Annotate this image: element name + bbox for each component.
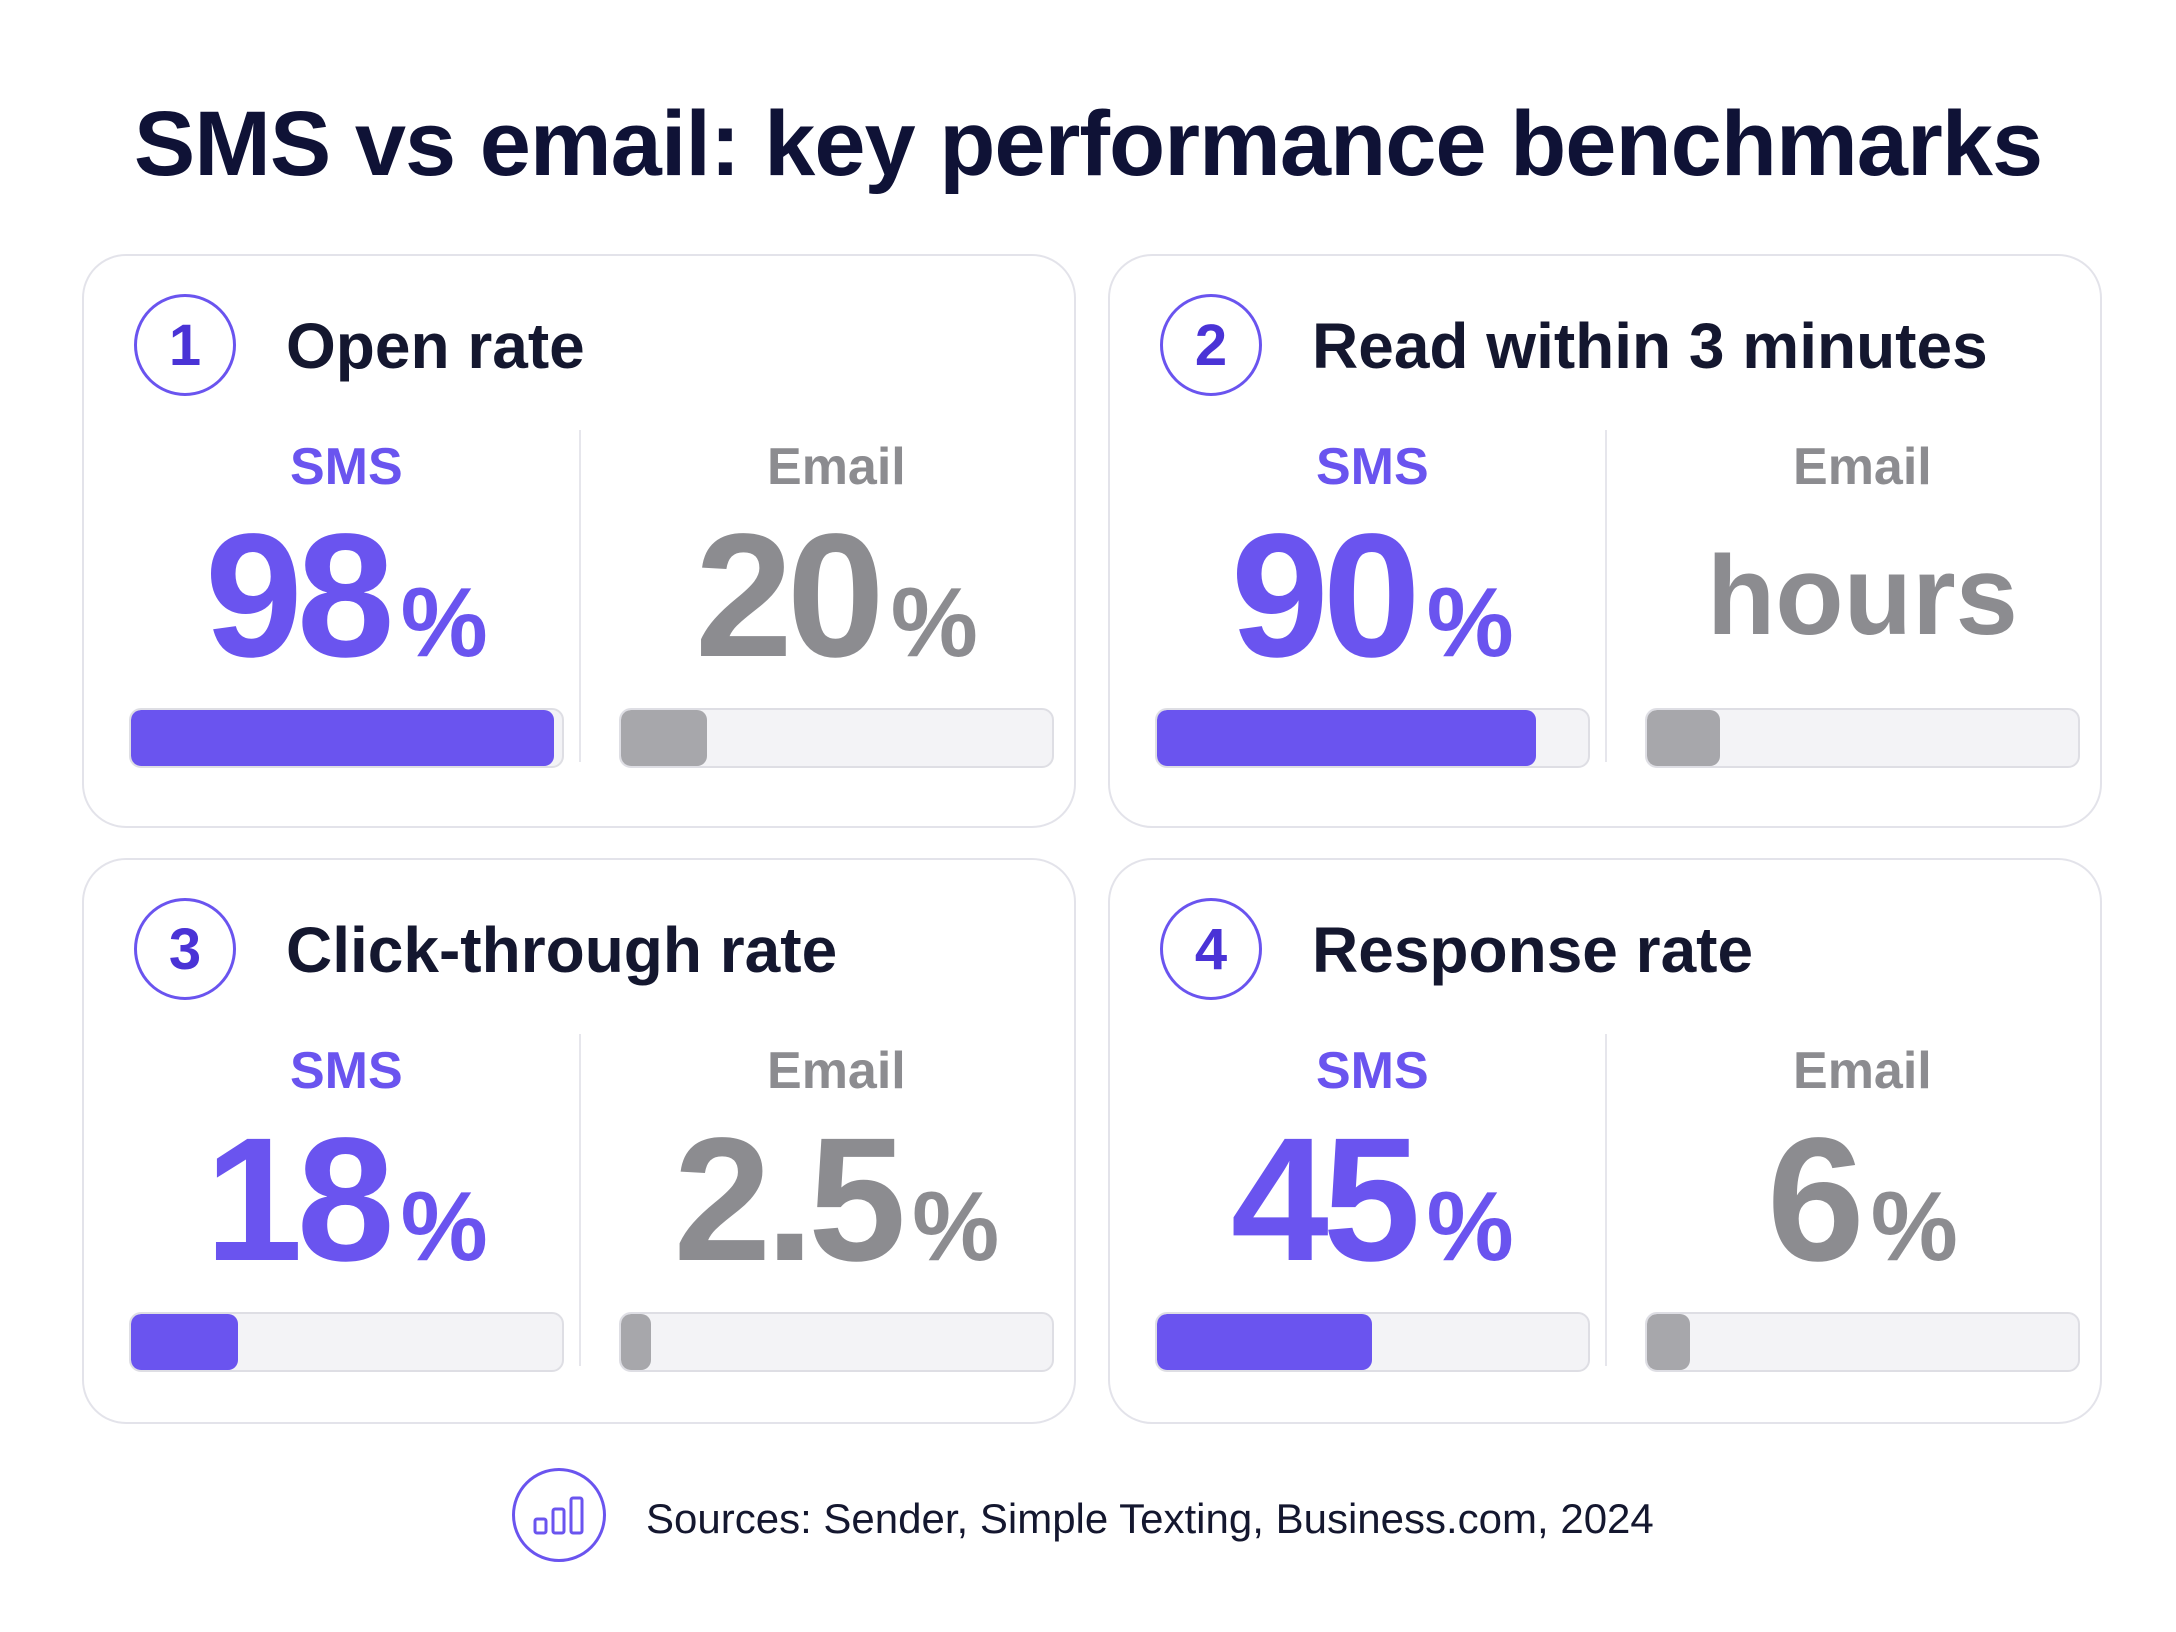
sms-label: SMS (1155, 436, 1591, 498)
email-value-number: 6 (1767, 1102, 1859, 1298)
email-value: 6% (1645, 1110, 2081, 1346)
column-divider (579, 430, 581, 762)
email-bar (621, 1314, 651, 1370)
sms-bar-track (129, 1312, 565, 1372)
sms-value: 98% (129, 506, 565, 742)
sms-bar (1157, 1314, 1373, 1370)
card-title: Click-through rate (286, 912, 837, 988)
email-column: Email 6% (1645, 1040, 2081, 1380)
email-value: 2.5% (619, 1110, 1055, 1346)
sms-label: SMS (129, 1040, 565, 1102)
card-title: Response rate (1312, 912, 1753, 988)
email-bar-track (1645, 708, 2081, 768)
sms-value-unit: % (401, 567, 488, 677)
sms-bar-track (1155, 1312, 1591, 1372)
card-number-badge: 1 (134, 294, 236, 396)
card-title: Read within 3 minutes (1312, 308, 1988, 384)
benchmark-card: 1 Open rate SMS 98% Email 20% (82, 254, 1076, 828)
sms-value-unit: % (401, 1171, 488, 1281)
email-column: Email 20% (619, 436, 1055, 776)
sms-value: 18% (129, 1110, 565, 1346)
email-label: Email (1645, 1040, 2081, 1102)
sms-value-number: 45 (1231, 1102, 1415, 1298)
sms-bar-track (129, 708, 565, 768)
benchmark-card: 4 Response rate SMS 45% Email 6% (1108, 858, 2102, 1424)
sms-value-unit: % (1427, 567, 1514, 677)
sources-note: Sources: Sender, Simple Texting, Busines… (646, 1494, 1654, 1544)
benchmark-card: 3 Click-through rate SMS 18% Email 2.5% (82, 858, 1076, 1424)
email-value-number: 2.5 (673, 1102, 900, 1298)
sms-value-number: 18 (205, 1102, 389, 1298)
email-column: Email hours (1645, 436, 2081, 776)
sms-bar-track (1155, 708, 1591, 768)
sms-value-unit: % (1427, 1171, 1514, 1281)
email-value-unit: % (891, 567, 978, 677)
sms-bar (131, 710, 554, 766)
email-value-number: 20 (695, 498, 879, 694)
card-title: Open rate (286, 308, 585, 384)
sms-value: 90% (1155, 506, 1591, 742)
column-divider (1605, 430, 1607, 762)
email-value: hours (1645, 506, 2081, 720)
sms-value: 45% (1155, 1110, 1591, 1346)
page-title: SMS vs email: key performance benchmarks (0, 88, 2176, 200)
email-value-number: hours (1707, 533, 2018, 658)
sms-label: SMS (1155, 1040, 1591, 1102)
sms-label: SMS (129, 436, 565, 498)
email-bar-track (1645, 1312, 2081, 1372)
bar-chart-icon (512, 1468, 606, 1562)
benchmark-card: 2 Read within 3 minutes SMS 90% Email hours (1108, 254, 2102, 828)
card-number-badge: 2 (1160, 294, 1262, 396)
email-bar (621, 710, 707, 766)
sms-value-number: 98 (205, 498, 389, 694)
email-value: 20% (619, 506, 1055, 742)
email-column: Email 2.5% (619, 1040, 1055, 1380)
email-bar-track (619, 708, 1055, 768)
email-label: Email (619, 436, 1055, 498)
card-number-badge: 3 (134, 898, 236, 1000)
sms-bar (131, 1314, 239, 1370)
sms-value-number: 90 (1231, 498, 1415, 694)
sms-bar (1157, 710, 1537, 766)
sms-column: SMS 98% (129, 436, 565, 776)
email-value-unit: % (912, 1171, 999, 1281)
email-bar (1647, 1314, 1690, 1370)
email-label: Email (1645, 436, 2081, 498)
email-bar-track (619, 1312, 1055, 1372)
sms-column: SMS 45% (1155, 1040, 1591, 1380)
email-label: Email (619, 1040, 1055, 1102)
card-number-badge: 4 (1160, 898, 1262, 1000)
sms-column: SMS 18% (129, 1040, 565, 1380)
email-bar (1647, 710, 1720, 766)
email-value-unit: % (1871, 1171, 1958, 1281)
sms-column: SMS 90% (1155, 436, 1591, 776)
column-divider (1605, 1034, 1607, 1366)
column-divider (579, 1034, 581, 1366)
